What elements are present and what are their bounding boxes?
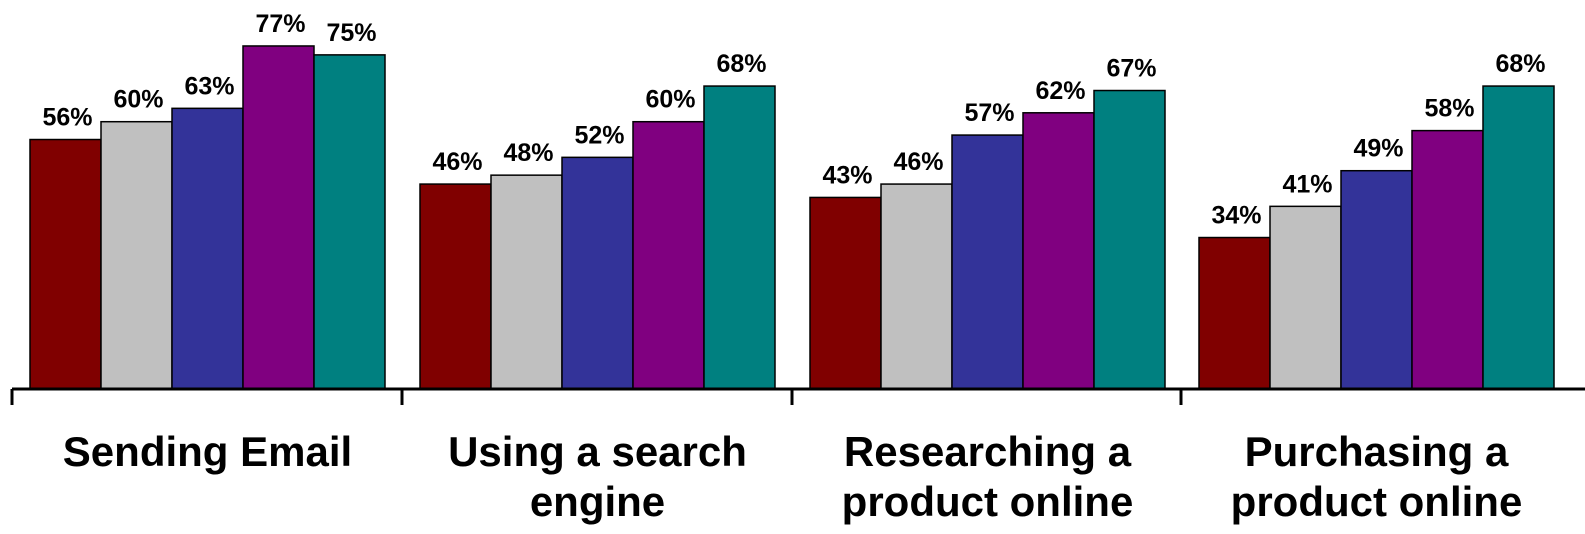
data-label: 62% — [1035, 77, 1085, 105]
x-axis — [10, 387, 1585, 405]
bar — [809, 196, 882, 390]
bar — [703, 85, 776, 390]
bar — [419, 183, 492, 390]
bar — [1340, 169, 1413, 390]
data-label: 60% — [645, 86, 695, 114]
category-label: Researching a — [844, 428, 1132, 475]
bar — [29, 138, 102, 390]
bar — [1198, 236, 1271, 390]
data-labels-layer: 56% 60% 63% 77% 75% 46% 48% 52% 60% 68% 43% 46% 57% 6… — [42, 10, 1545, 230]
data-label: 63% — [184, 72, 234, 100]
bars-layer — [29, 45, 1555, 390]
data-label: 41% — [1282, 170, 1332, 198]
bar — [313, 54, 386, 390]
bar — [1022, 112, 1095, 390]
bar — [632, 120, 705, 390]
category-label: product online — [842, 478, 1134, 525]
data-label: 46% — [893, 148, 943, 176]
bar — [951, 134, 1024, 390]
data-label: 75% — [326, 19, 376, 47]
category-label: Purchasing a — [1245, 428, 1509, 475]
category-label: engine — [530, 478, 665, 525]
bar — [490, 174, 563, 390]
data-label: 77% — [255, 10, 305, 38]
data-label: 43% — [822, 161, 872, 189]
bar — [1269, 205, 1342, 390]
data-label: 56% — [42, 104, 92, 132]
category-label: product online — [1231, 478, 1523, 525]
data-label: 68% — [716, 50, 766, 78]
category-label: Sending Email — [63, 428, 352, 475]
data-label: 68% — [1495, 50, 1545, 78]
bar — [100, 120, 173, 390]
bar — [171, 107, 244, 390]
data-label: 67% — [1106, 55, 1156, 83]
category-label: Using a search — [448, 428, 747, 475]
data-label: 46% — [432, 148, 482, 176]
bar — [1411, 129, 1484, 390]
data-label: 52% — [574, 121, 624, 149]
bar — [561, 156, 634, 390]
data-label: 34% — [1211, 202, 1261, 230]
bar — [1482, 85, 1555, 390]
data-label: 60% — [113, 86, 163, 114]
data-label: 48% — [503, 139, 553, 167]
bar — [880, 183, 953, 390]
data-label: 57% — [964, 99, 1014, 127]
data-label: 58% — [1424, 95, 1474, 123]
bar — [242, 45, 315, 390]
bar — [1093, 89, 1166, 390]
data-label: 49% — [1353, 135, 1403, 163]
